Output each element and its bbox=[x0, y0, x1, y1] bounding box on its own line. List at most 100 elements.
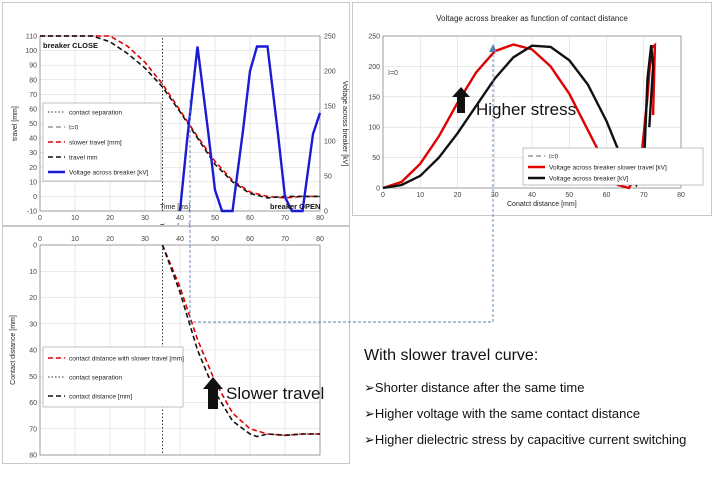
legend-label: travel mm bbox=[69, 154, 98, 161]
notes-panel: With slower travel curve: ➢Shorter dista… bbox=[352, 330, 710, 480]
legend-label: contact separation bbox=[69, 374, 123, 381]
legend-box bbox=[42, 102, 162, 182]
x-tick-label: 60 bbox=[246, 236, 254, 243]
y-tick-label: 150 bbox=[368, 94, 380, 101]
x-tick-label: 40 bbox=[528, 192, 536, 199]
y-tick-label: 20 bbox=[29, 295, 37, 302]
x-tick-label: 60 bbox=[246, 215, 254, 222]
y-tick-label: 200 bbox=[368, 64, 380, 71]
x-tick-label: 10 bbox=[416, 192, 424, 199]
annotation-i0: I=0 bbox=[388, 70, 398, 77]
notes-svg: With slower travel curve: ➢Shorter dista… bbox=[364, 347, 686, 447]
x2-axis-label: Time [ms] bbox=[160, 224, 191, 225]
y2-tick-label: 250 bbox=[324, 34, 336, 41]
y-tick-label: 0 bbox=[376, 186, 380, 193]
y-tick-label: 0 bbox=[33, 243, 37, 250]
x-tick-label: 50 bbox=[211, 236, 219, 243]
x-tick-label: 0 bbox=[38, 215, 42, 222]
y-tick-label: 110 bbox=[26, 34, 37, 41]
x-tick-label: 60 bbox=[603, 192, 611, 199]
y-tick-label: 100 bbox=[368, 125, 380, 132]
plot-area bbox=[39, 244, 321, 456]
x-axis-label: Time [ms] bbox=[160, 204, 191, 211]
legend-label: Voltage across breaker [kV] bbox=[69, 169, 149, 176]
legend-label: slower travel [mm] bbox=[69, 139, 122, 146]
x-tick-label: 80 bbox=[316, 236, 324, 243]
series-line bbox=[161, 244, 320, 437]
legend-box bbox=[42, 346, 184, 408]
y2-axis-label: Voltage across breaker [kV] bbox=[341, 81, 348, 167]
travel-chart-panel: -10 0 10 20 30 40 50 60 70 80 90 100 110 0 10 20 30 40 50 6… bbox=[2, 2, 350, 226]
y-tick-label: 20 bbox=[29, 165, 37, 172]
y-axis-label: Contact distance [mm] bbox=[10, 315, 17, 385]
contact-distance-chart: 0102030405060708001020304050607080Time [… bbox=[10, 236, 324, 460]
legend-label: I=0 bbox=[549, 153, 559, 160]
voltage-distance-chart-panel: 0 50 100 150 200 250 0 10 20 30 40 50 60 70 80 Voltage … bbox=[352, 2, 712, 216]
x-tick-label: 20 bbox=[106, 236, 114, 243]
y2-tick-label: 100 bbox=[324, 139, 336, 146]
x-tick-label: 70 bbox=[281, 215, 289, 222]
y-tick-label: 100 bbox=[25, 48, 37, 55]
series-line bbox=[161, 244, 320, 438]
y-tick-label: 250 bbox=[368, 34, 380, 41]
notes-bullet: ➢Shorter distance after the same time bbox=[364, 380, 584, 395]
y2-tick-label: 200 bbox=[324, 69, 336, 76]
x-tick-label: 20 bbox=[106, 215, 114, 222]
x-tick-label: 70 bbox=[640, 192, 648, 199]
x-tick-label: 70 bbox=[281, 236, 289, 243]
y2-tick-label: 150 bbox=[324, 104, 336, 111]
legend-box bbox=[522, 147, 704, 186]
x-tick-label: 80 bbox=[316, 215, 324, 222]
annotation-higher-stress: Higher stress bbox=[476, 100, 576, 119]
x-axis-label: Conatct distance [mm] bbox=[507, 201, 577, 208]
x-tick-label: 80 bbox=[677, 192, 685, 199]
chart-title: Voltage across breaker as function of co… bbox=[436, 14, 628, 23]
legend-label: contact distance with slower travel [mm] bbox=[69, 355, 184, 362]
y-tick-label: 90 bbox=[29, 63, 37, 70]
annotation-close: breaker CLOSE bbox=[43, 41, 98, 50]
x-tick-label: 0 bbox=[38, 236, 42, 243]
y-tick-label: 50 bbox=[372, 155, 380, 162]
legend-label: contact separation bbox=[69, 109, 123, 116]
x-tick-label: 40 bbox=[176, 215, 184, 222]
annotation-slower-travel: Slower travel bbox=[226, 384, 324, 403]
x-tick-label: 10 bbox=[71, 236, 79, 243]
x-tick-label: 30 bbox=[491, 192, 499, 199]
y-tick-label: -10 bbox=[27, 209, 37, 216]
y2-tick-label: 50 bbox=[324, 174, 332, 181]
x-tick-label: 30 bbox=[141, 215, 149, 222]
y-tick-label: 70 bbox=[29, 92, 37, 99]
annotation-open: breaker OPEN bbox=[270, 202, 320, 211]
y-tick-label: 60 bbox=[29, 400, 37, 407]
y-tick-label: 0 bbox=[33, 194, 37, 201]
notes-bullet: ➢Higher voltage with the same contact di… bbox=[364, 406, 640, 421]
notes-heading: With slower travel curve: bbox=[364, 347, 538, 364]
x-tick-label: 20 bbox=[454, 192, 462, 199]
legend-label: I=0 bbox=[69, 124, 79, 131]
y-tick-label: 50 bbox=[29, 374, 37, 381]
voltage-distance-chart: 0 50 100 150 200 250 0 10 20 30 40 50 60 70 80 Voltage … bbox=[368, 14, 704, 208]
y-tick-label: 80 bbox=[29, 453, 37, 460]
x-tick-label: 50 bbox=[565, 192, 573, 199]
y2-tick-label: 0 bbox=[324, 209, 328, 216]
x-tick-label: 40 bbox=[176, 236, 184, 243]
legend-label: Voltage across breaker [kV] bbox=[549, 175, 629, 182]
y-tick-label: 10 bbox=[29, 269, 37, 276]
x-tick-label: 0 bbox=[381, 192, 385, 199]
y-tick-label: 70 bbox=[29, 426, 37, 433]
legend-label: contact distance [mm] bbox=[69, 393, 132, 400]
y-tick-label: 40 bbox=[29, 136, 37, 143]
x-tick-label: 10 bbox=[71, 215, 79, 222]
y-tick-label: 10 bbox=[29, 179, 37, 186]
notes-bullet: ➢Higher dielectric stress by capacitive … bbox=[364, 432, 686, 447]
y-tick-label: 50 bbox=[29, 121, 37, 128]
y-tick-label: 30 bbox=[29, 150, 37, 157]
y-tick-label: 40 bbox=[29, 348, 37, 355]
x-tick-label: 50 bbox=[211, 215, 219, 222]
y-tick-label: 60 bbox=[29, 106, 37, 113]
y-tick-label: 30 bbox=[29, 321, 37, 328]
up-arrow-icon bbox=[203, 377, 223, 409]
x-tick-label: 30 bbox=[141, 236, 149, 243]
legend-label: Voltage across breaker slower travel [kV… bbox=[549, 164, 667, 171]
